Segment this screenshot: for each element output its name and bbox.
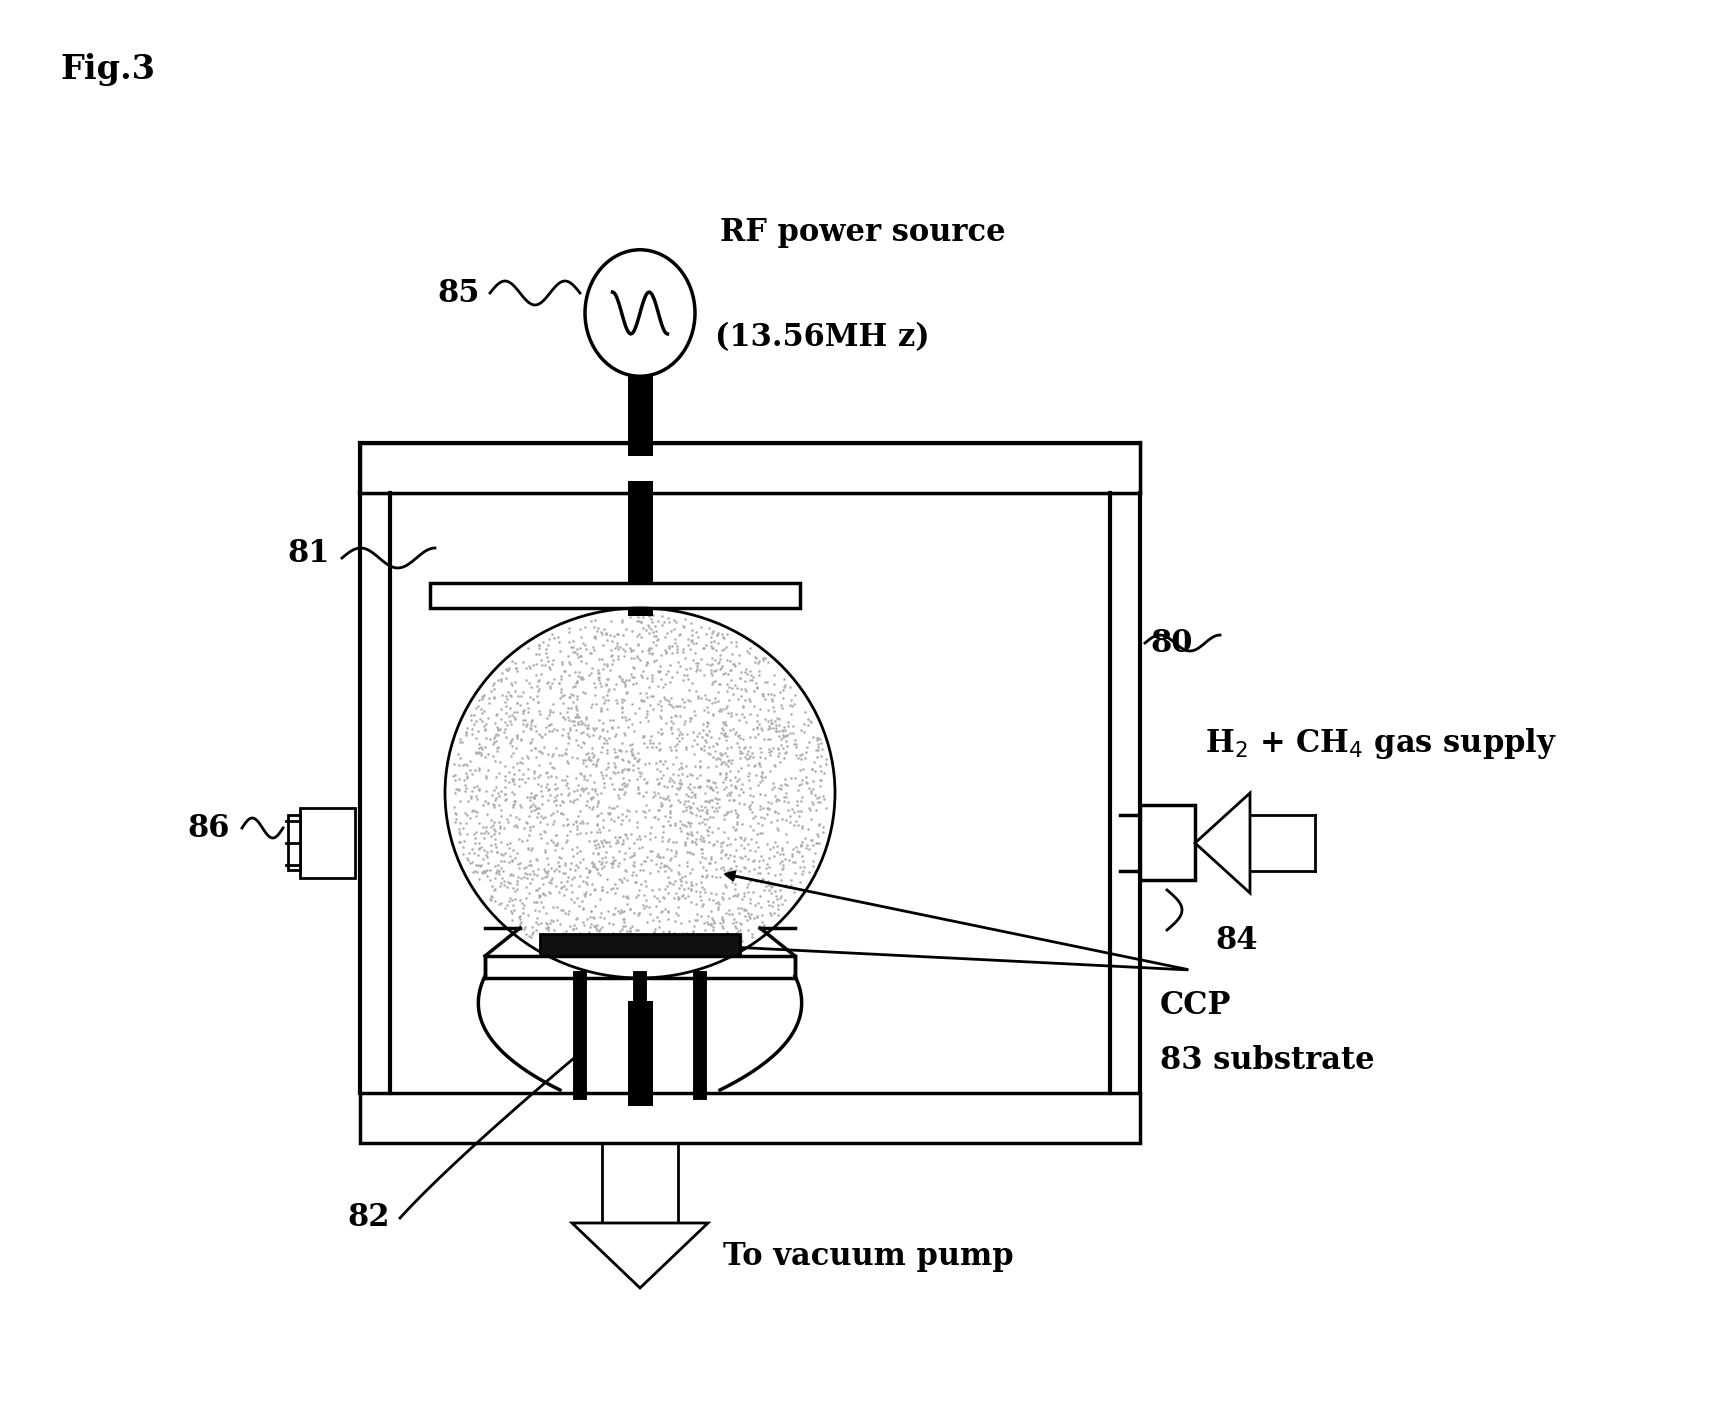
Polygon shape — [572, 1224, 708, 1289]
Bar — [1141, 805, 1196, 880]
Text: (13.56MH z): (13.56MH z) — [715, 322, 930, 353]
Text: Fig.3: Fig.3 — [60, 54, 155, 86]
Bar — [300, 808, 355, 877]
Bar — [288, 815, 300, 870]
Ellipse shape — [586, 250, 694, 376]
Bar — [431, 584, 799, 608]
Bar — [360, 1094, 1141, 1143]
Bar — [484, 957, 794, 978]
Bar — [360, 444, 1141, 493]
Text: 84: 84 — [1215, 926, 1258, 957]
Text: H$_2$ + CH$_4$ gas supply: H$_2$ + CH$_4$ gas supply — [1204, 726, 1558, 762]
Text: 83 substrate: 83 substrate — [1160, 1046, 1375, 1077]
Text: CCP: CCP — [1160, 991, 1232, 1022]
Text: 80: 80 — [1149, 627, 1192, 658]
Text: 86: 86 — [188, 812, 229, 844]
Polygon shape — [1196, 793, 1249, 893]
Text: RF power source: RF power source — [720, 218, 1006, 249]
Text: 82: 82 — [348, 1202, 389, 1234]
Text: To vacuum pump: To vacuum pump — [724, 1241, 1013, 1272]
Text: 81: 81 — [288, 537, 331, 568]
Bar — [539, 934, 739, 957]
Text: 85: 85 — [438, 277, 481, 308]
